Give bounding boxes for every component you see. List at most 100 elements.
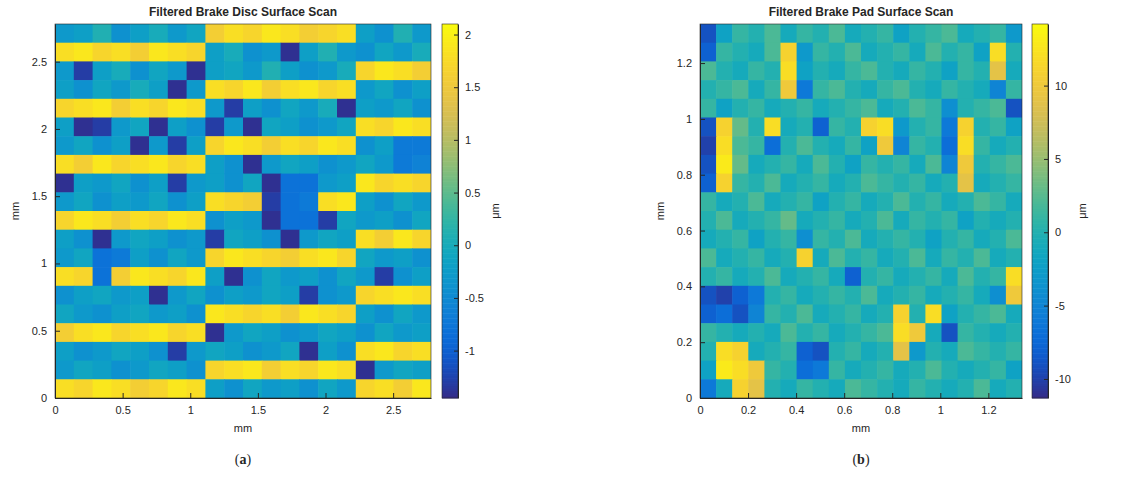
tick-label: 1.2 [677, 57, 692, 69]
cell [845, 323, 862, 342]
cell [74, 248, 93, 267]
cell [393, 342, 412, 361]
cell [93, 286, 112, 305]
tick-mark [55, 263, 60, 264]
cell [716, 342, 733, 361]
cell [716, 305, 733, 324]
tick: 0.5 [115, 393, 130, 416]
tick-mark [454, 87, 458, 88]
cell [262, 323, 281, 342]
cell [74, 118, 93, 137]
x-axis-title: mm [852, 422, 870, 434]
cell [990, 248, 1007, 267]
figure: 00.511.522.500.511.522.5Filtered Brake D… [0, 0, 1137, 479]
cell [748, 267, 765, 286]
axis-line [1048, 25, 1049, 399]
cell [243, 323, 262, 342]
cell [262, 155, 281, 174]
cell [281, 211, 300, 230]
cell [55, 155, 74, 174]
cell [55, 24, 74, 43]
cell [797, 323, 814, 342]
cell [393, 174, 412, 193]
cell [243, 342, 262, 361]
tick: 0.8 [677, 169, 705, 181]
cell [700, 99, 717, 118]
cell [845, 379, 862, 398]
cell [281, 136, 300, 155]
cell [205, 230, 224, 249]
cell [55, 61, 74, 80]
cell [262, 248, 281, 267]
cell [55, 136, 74, 155]
cell [845, 155, 862, 174]
tick-label: 1 [938, 404, 944, 416]
cell [299, 323, 318, 342]
cell [412, 286, 431, 305]
tick-label: 10 [1055, 80, 1067, 92]
cell [93, 80, 112, 99]
cell [845, 99, 862, 118]
cell [813, 230, 830, 249]
cell [149, 361, 168, 380]
cell [205, 192, 224, 211]
cell [111, 155, 130, 174]
tick: 1.5 [251, 393, 266, 416]
tick-mark [123, 393, 124, 398]
cell [130, 24, 149, 43]
tick-mark [258, 393, 259, 398]
cell [187, 61, 206, 80]
cell [748, 80, 765, 99]
cell [356, 80, 375, 99]
cell [318, 267, 337, 286]
cell [375, 267, 394, 286]
cell [845, 136, 862, 155]
cell [337, 267, 356, 286]
cell [700, 361, 717, 380]
cell [337, 192, 356, 211]
cell [318, 118, 337, 137]
cell [764, 305, 781, 324]
cell [700, 43, 717, 62]
tick: -10 [1044, 373, 1071, 385]
cell [1006, 323, 1022, 342]
cell [111, 211, 130, 230]
tick-mark [55, 196, 60, 197]
cell [990, 43, 1007, 62]
cell [1006, 192, 1022, 211]
cell [187, 230, 206, 249]
cell [243, 248, 262, 267]
cell [93, 155, 112, 174]
tick-mark [454, 245, 458, 246]
axis-line [55, 25, 56, 399]
cell [925, 230, 942, 249]
cell [893, 379, 910, 398]
cell [375, 361, 394, 380]
cell [74, 61, 93, 80]
cell [262, 267, 281, 286]
cell [299, 155, 318, 174]
cell [845, 230, 862, 249]
cell [111, 136, 130, 155]
tick-mark [700, 175, 705, 176]
cell [845, 118, 862, 137]
tick-mark [796, 393, 797, 398]
tick: 2 [454, 29, 471, 41]
cell [716, 61, 733, 80]
cell [764, 80, 781, 99]
cell [925, 174, 942, 193]
tick-label: 0 [697, 404, 703, 416]
cell [893, 61, 910, 80]
cell [55, 248, 74, 267]
cell [299, 80, 318, 99]
cell [243, 61, 262, 80]
cell [93, 323, 112, 342]
cell [990, 230, 1007, 249]
cell [375, 61, 394, 80]
axis-line [458, 25, 459, 399]
cell [925, 24, 942, 43]
cell [781, 24, 798, 43]
cell [243, 99, 262, 118]
cell [168, 379, 187, 398]
cell [893, 118, 910, 137]
